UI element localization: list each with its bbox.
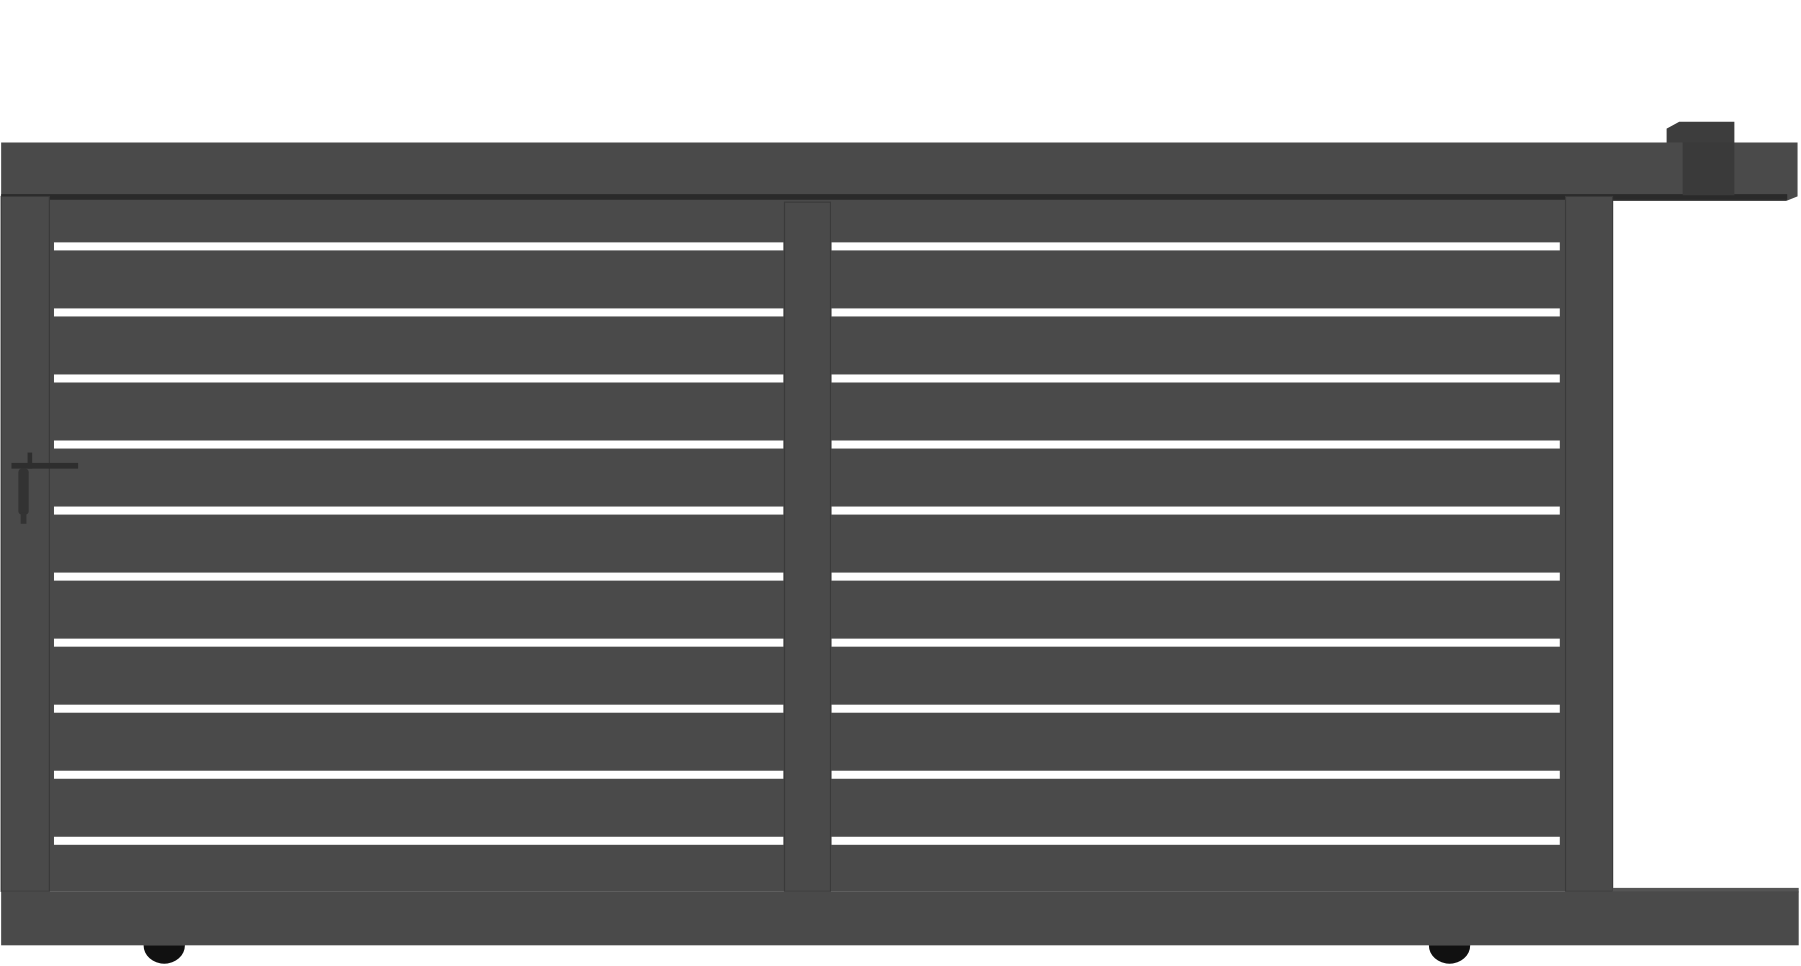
slat-gap [831, 572, 1560, 581]
slat-gap [53, 440, 784, 449]
slat-gap [831, 770, 1560, 779]
slat-gap [53, 506, 784, 515]
slat-gap [831, 704, 1560, 713]
slat-gap [831, 440, 1560, 449]
bottom-rail [1, 891, 1799, 946]
slat-gap [831, 638, 1560, 647]
left-post [0, 195, 50, 892]
middle-post [783, 201, 832, 892]
slat-gap [53, 770, 784, 779]
slat-gap [831, 308, 1560, 317]
slat-gap [831, 836, 1560, 845]
handle [11, 452, 79, 524]
slat-gap [53, 242, 784, 251]
motor-box [1682, 142, 1735, 196]
slat-gap [53, 374, 784, 383]
slat-gaps [53, 242, 1560, 845]
wheel [143, 945, 185, 964]
motor-box-top [1666, 121, 1735, 143]
slat-gap [53, 704, 784, 713]
top-rail [1, 142, 1798, 202]
slat-gap [831, 374, 1560, 383]
slat-gap [53, 836, 784, 845]
top-rail-shadow [1, 194, 1788, 200]
wheel [1428, 945, 1471, 964]
slat-gap [53, 572, 784, 581]
right-post [1564, 195, 1614, 892]
bottom-rail-extension [1612, 887, 1799, 893]
slat-gap [53, 638, 784, 647]
slat-gap [831, 242, 1560, 251]
slat-gap [53, 308, 784, 317]
slat-gap [831, 506, 1560, 515]
